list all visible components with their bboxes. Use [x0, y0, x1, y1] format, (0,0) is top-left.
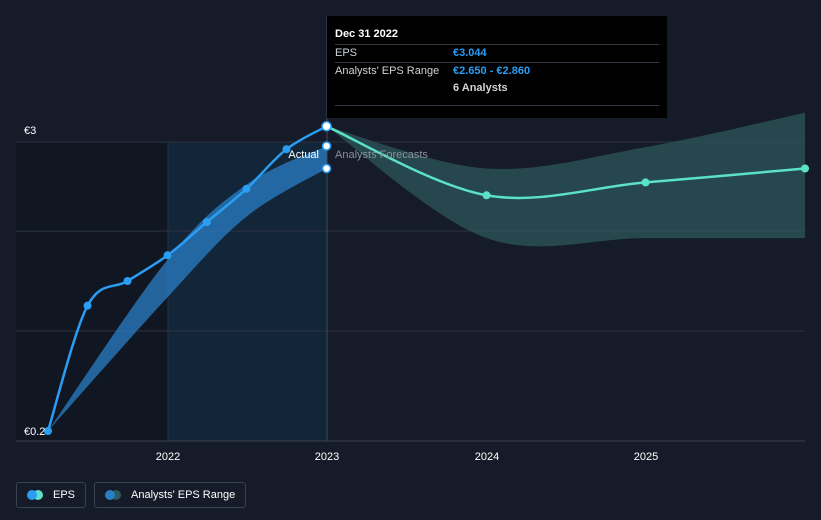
x-tick-label: 2023 [315, 451, 339, 463]
eps-point-actual [202, 218, 211, 227]
eps-line-forecast [326, 125, 806, 200]
x-tick-label: 2022 [156, 451, 180, 463]
eps-point-actual [282, 145, 291, 154]
tooltip-analysts-label [335, 80, 453, 97]
eps-point-forecast [482, 191, 491, 200]
legend-range-dot-forecast [111, 490, 122, 500]
actual-label: Actual [288, 149, 319, 161]
chart-legend: EPS Analysts' EPS Range [16, 482, 247, 508]
tooltip-divider [335, 105, 659, 106]
eps-point-actual [123, 277, 132, 285]
legend-eps-dot-actual [27, 490, 37, 500]
legend-range-dot-actual [105, 490, 116, 500]
eps-point-forecast [801, 164, 809, 173]
eps-point-forecast [641, 178, 650, 187]
tooltip-eps-label: EPS [335, 47, 358, 59]
legend-item-range[interactable]: Analysts' EPS Range [94, 482, 247, 508]
tooltip-row-eps: EPS €3.044 [335, 44, 659, 62]
x-tick-label: 2024 [475, 451, 499, 463]
eps-range-band-actual [48, 146, 327, 431]
data-tooltip: Dec 31 2022 EPS €3.044 Analysts' EPS Ran… [327, 16, 667, 118]
eps-line-actual [46, 125, 328, 432]
tooltip-range-label: Analysts' EPS Range [335, 65, 440, 77]
legend-range-label: Analysts' EPS Range [131, 489, 236, 501]
eps-point-actual [44, 427, 52, 435]
legend-item-eps[interactable]: EPS [16, 482, 87, 508]
tooltip-row-range: Analysts' EPS Range €2.650 - €2.860 [335, 62, 659, 80]
eps-point-actual [163, 251, 172, 260]
x-tick-label: 2025 [634, 451, 658, 463]
legend-eps-label: EPS [53, 489, 76, 501]
range-marker-high [321, 141, 332, 151]
tooltip-range-value: €2.650 - €2.860 [453, 65, 531, 77]
legend-eps-dot-forecast [33, 490, 43, 500]
legend-range-swatch [105, 490, 123, 500]
y-tick-label-bottom: €0.2 [24, 426, 45, 438]
eps-point-actual [321, 121, 332, 132]
eps-point-actual [83, 301, 92, 310]
tooltip-analysts-value: 6 Analysts [453, 82, 508, 94]
y-tick-label-top: €3 [24, 125, 36, 137]
tooltip-date: Dec 31 2022 [335, 28, 398, 40]
tooltip-row-analysts: 6 Analysts [335, 80, 659, 97]
eps-point-actual [242, 184, 251, 193]
tooltip-eps-value: €3.044 [453, 47, 487, 59]
range-marker-low [321, 163, 332, 174]
legend-eps-swatch [27, 490, 45, 500]
eps-range-band-forecast [326, 112, 805, 247]
forecast-label: Analysts Forecasts [335, 149, 428, 161]
